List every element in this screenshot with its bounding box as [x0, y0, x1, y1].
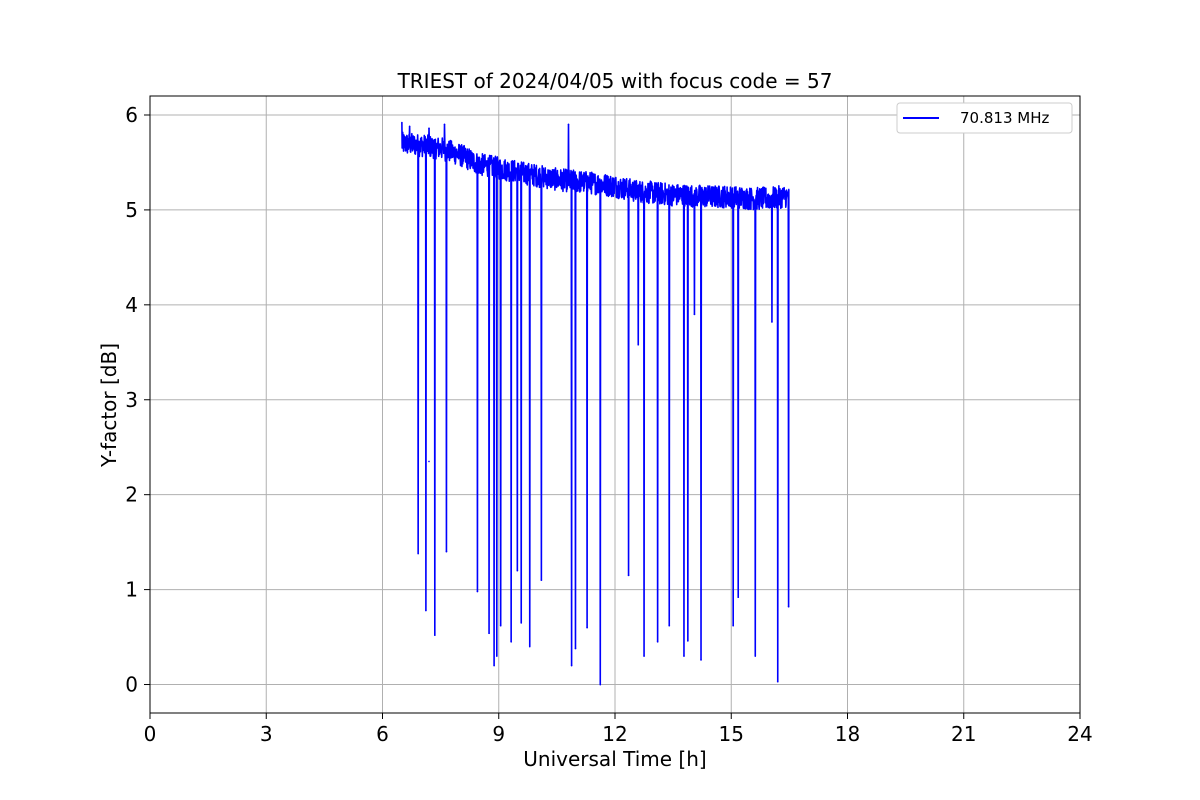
dip-point: [425, 609, 427, 612]
x-tick-label: 18: [835, 722, 860, 746]
dip-point: [599, 683, 602, 686]
y-tick-label: 4: [125, 293, 138, 317]
y-axis-label: Y-factor [dB]: [97, 343, 121, 468]
dip-point: [700, 659, 702, 661]
x-tick-label: 6: [376, 722, 389, 746]
x-tick-label: 12: [602, 722, 627, 746]
y-tick-label: 5: [125, 198, 138, 222]
dip-point: [754, 655, 757, 657]
dip-point: [417, 552, 419, 555]
dip-point: [499, 624, 502, 627]
peak-point: [401, 121, 403, 124]
dip-point: [540, 579, 543, 581]
peak-point: [428, 127, 430, 130]
dip-point: [732, 624, 734, 627]
dip-point: [434, 634, 436, 636]
y-tick-label: 1: [125, 578, 138, 602]
dip-point: [683, 655, 685, 657]
dip-point: [637, 343, 640, 346]
dip-point: [776, 680, 779, 683]
peak-point: [567, 123, 570, 126]
dip-point: [516, 569, 519, 572]
dip-point: [656, 641, 659, 643]
dip-point: [445, 550, 448, 553]
x-tick-label: 21: [951, 722, 976, 746]
peak-point: [443, 123, 446, 126]
dip-point: [737, 596, 740, 598]
x-tick-label: 9: [492, 722, 505, 746]
dip-point: [493, 664, 495, 667]
dip-point: [643, 655, 645, 657]
legend: 70.813 MHz: [896, 102, 1073, 134]
x-tick-label: 0: [144, 722, 157, 746]
peak-point: [408, 125, 411, 128]
y-tick-label: 3: [125, 388, 138, 412]
y-tick-label: 2: [125, 483, 138, 507]
dip-point: [488, 632, 490, 635]
legend-box: [896, 102, 1073, 134]
legend-label: 70.813 MHz: [960, 109, 1049, 127]
x-tick-label: 3: [260, 722, 273, 746]
dip-point: [520, 622, 523, 624]
dip-point: [476, 590, 479, 593]
y-axis-ticks: 0 1 2 3 4 5 6: [125, 103, 150, 697]
dip-point: [574, 647, 577, 650]
dip-point: [771, 321, 773, 323]
dip-point: [510, 641, 512, 643]
dip-point: [627, 574, 630, 577]
chart-title: TRIEST of 2024/04/05 with focus code = 5…: [397, 69, 833, 93]
dip-point: [528, 645, 531, 648]
x-axis-label: Universal Time [h]: [523, 747, 706, 771]
dip-point: [693, 313, 696, 316]
x-tick-label: 15: [719, 722, 744, 746]
dip-point: [787, 605, 790, 608]
dip-point: [687, 640, 689, 642]
x-axis-ticks: 0 3 6 9 12 15 18 21 24: [144, 713, 1093, 746]
dip-point: [496, 655, 498, 657]
dip-point: [570, 664, 573, 667]
y-tick-label: 6: [125, 103, 138, 127]
dip-point: [586, 626, 588, 629]
y-tick-label: 0: [125, 673, 138, 697]
dip-point: [668, 624, 671, 627]
dip-point: [428, 460, 430, 463]
x-tick-label: 24: [1067, 722, 1092, 746]
series-line: [401, 122, 790, 686]
series-layer: [401, 121, 790, 686]
